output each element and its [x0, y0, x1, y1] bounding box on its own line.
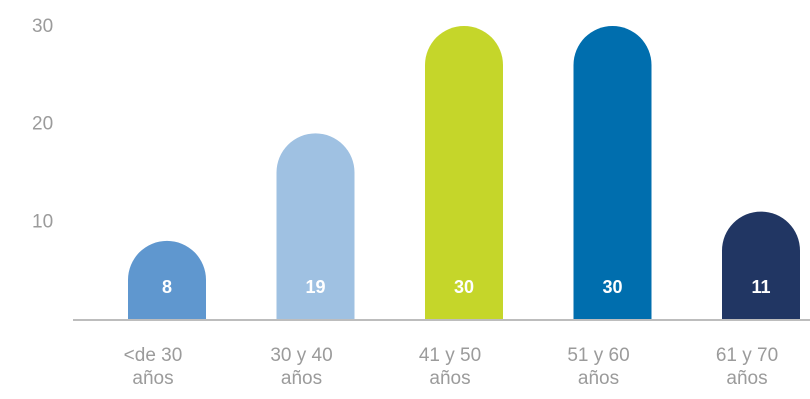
- bar-value-label: 11: [751, 277, 770, 297]
- bar: [722, 211, 800, 319]
- bar-value-label: 30: [602, 277, 622, 297]
- x-tick-label: años: [726, 368, 767, 389]
- x-tick-label: años: [429, 368, 470, 389]
- bar-value-label: 8: [162, 277, 172, 297]
- bar: [573, 26, 652, 319]
- bars: 8 19 30 30 11: [128, 26, 800, 319]
- x-tick-label: 51 y 60: [567, 345, 629, 366]
- bar: [425, 26, 503, 319]
- x-tick-label: años: [281, 368, 322, 389]
- bar-value-label: 30: [454, 277, 474, 297]
- y-axis: 30 20 10: [32, 16, 53, 232]
- bar: [276, 133, 355, 319]
- y-tick-label: 20: [32, 114, 53, 135]
- x-tick-label: 61 y 70: [716, 345, 778, 366]
- x-tick-label: 41 y 50: [419, 345, 481, 366]
- x-tick-label: 30 y 40: [270, 345, 332, 366]
- bar: [128, 240, 206, 319]
- x-tick-label: <de 30: [124, 345, 183, 366]
- y-tick-label: 30: [32, 16, 53, 37]
- y-tick-label: 10: [32, 211, 53, 232]
- x-tick-label: años: [578, 368, 619, 389]
- x-tick-label: años: [132, 368, 173, 389]
- bar-value-label: 19: [305, 277, 325, 297]
